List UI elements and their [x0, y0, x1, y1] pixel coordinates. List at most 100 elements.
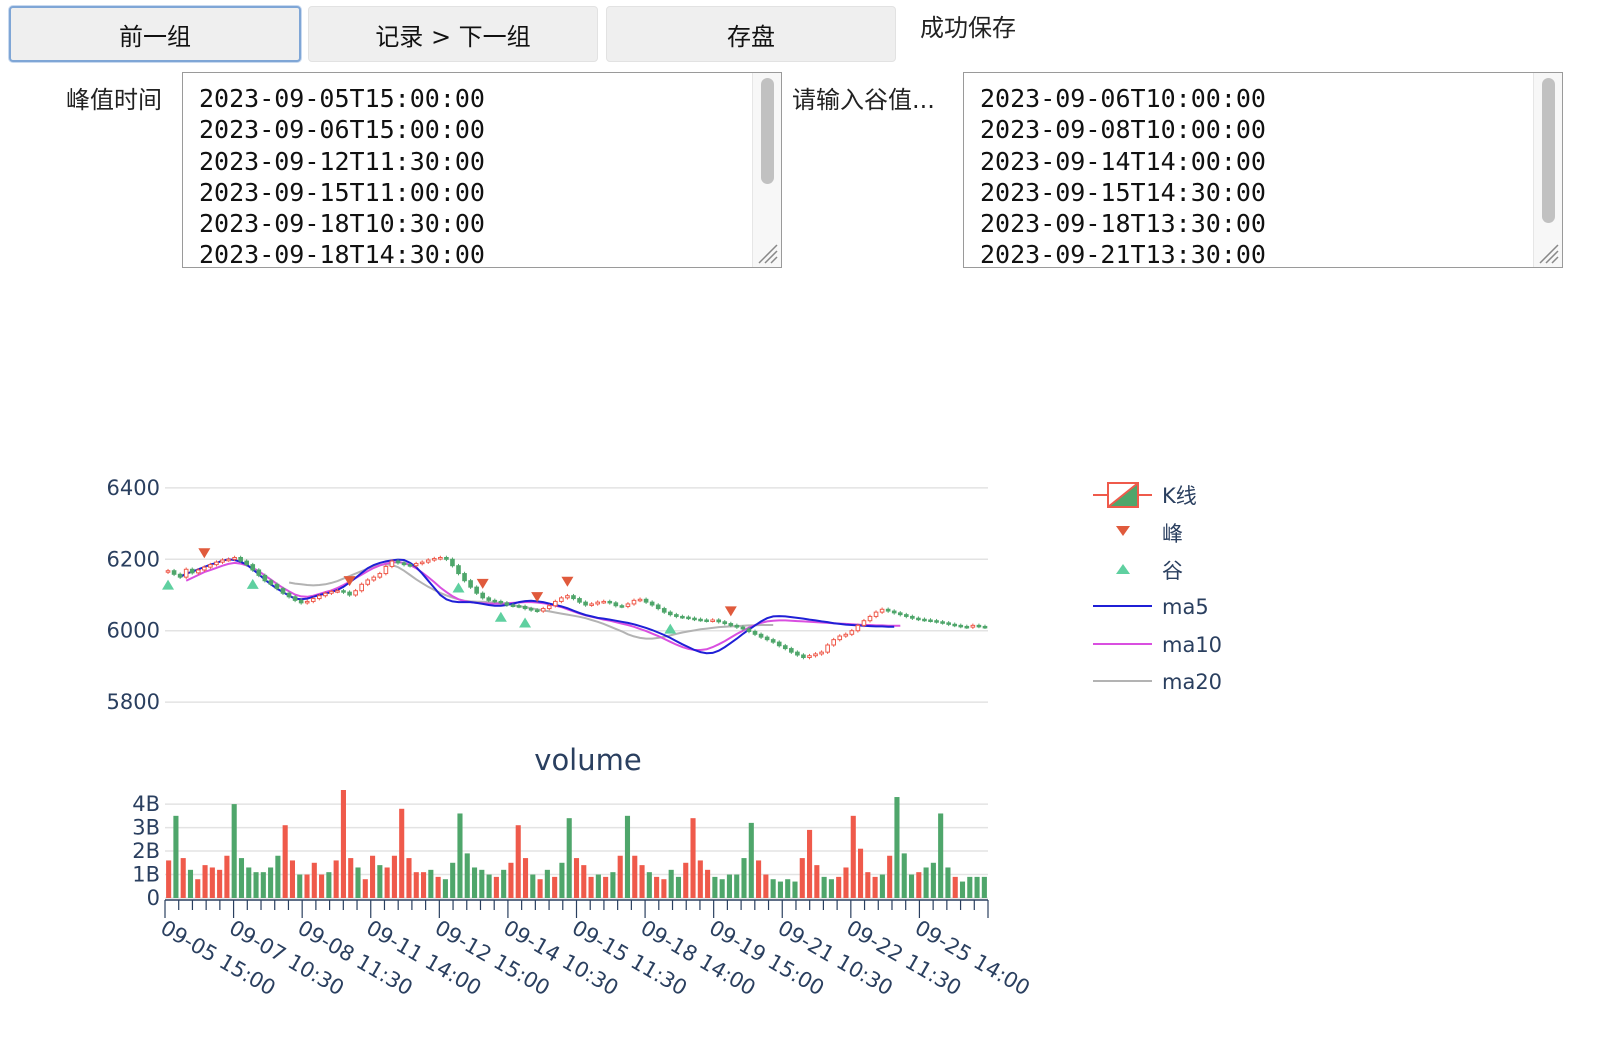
candle-body [262, 574, 268, 582]
candle-body [686, 616, 691, 620]
legend-label: ma20 [1162, 670, 1222, 694]
candle-body [498, 600, 504, 604]
volume-bar [916, 872, 922, 898]
volume-bar [843, 867, 849, 898]
valley-scrollbar-thumb[interactable] [1542, 78, 1555, 223]
volume-bar [756, 860, 762, 898]
volume-bar [617, 855, 623, 898]
candle-body [861, 620, 867, 626]
peak-marker [476, 578, 489, 589]
peak-marker [561, 576, 574, 587]
resize-grip-icon[interactable] [1536, 241, 1560, 265]
volume-bar [632, 855, 638, 898]
candle-body [177, 573, 183, 578]
volume-bar [268, 867, 274, 898]
volume-bar [384, 867, 390, 898]
valley-marker [494, 611, 507, 622]
price-tick-label: 5800 [107, 690, 160, 714]
volume-bar [828, 879, 834, 898]
candle-body [316, 595, 322, 600]
candle-body [661, 608, 667, 613]
candle-body [486, 597, 492, 601]
candle-body [873, 611, 879, 617]
volume-bar [348, 858, 354, 898]
peak-time-line: 2023-09-05T15:00:00 [199, 84, 485, 113]
ma5-line [179, 558, 895, 655]
legend-item-peak[interactable]: 峰 [1116, 522, 1183, 546]
peak-marker [724, 606, 737, 617]
candle-body [722, 621, 728, 625]
volume-bar [675, 876, 682, 898]
candle-body [516, 605, 522, 608]
volume-bar [763, 874, 769, 898]
candle-body [244, 560, 250, 566]
legend-item-ma10[interactable]: ma10 [1093, 633, 1222, 657]
legend-item-kline[interactable]: K线 [1093, 482, 1197, 508]
prev-group-button[interactable]: 前一组 [9, 6, 301, 62]
candle-body [637, 598, 643, 602]
volume-bar [435, 876, 441, 898]
volume-bar [741, 858, 747, 898]
volume-bar [646, 872, 652, 898]
volume-bar [537, 879, 543, 898]
volume-bar [238, 858, 245, 898]
volume-bar [333, 860, 339, 898]
volume-bar [442, 879, 448, 898]
volume-bar [639, 865, 645, 898]
peak-time-textarea[interactable]: 2023-09-05T15:00:00 2023-09-06T15:00:00 … [182, 72, 782, 268]
candle-body [885, 608, 891, 612]
volume-bar [340, 790, 346, 898]
candle-body [553, 600, 558, 607]
candle-body [837, 635, 843, 641]
peak-scrollbar-thumb[interactable] [761, 78, 774, 184]
peak-time-line: 2023-09-06T15:00:00 [199, 115, 485, 145]
volume-bar [493, 876, 499, 898]
candle-body [462, 573, 467, 582]
valley-time-textarea[interactable]: 2023-09-06T10:00:00 2023-09-08T10:00:00 … [963, 72, 1563, 268]
volume-bar [260, 872, 266, 898]
valley-marker [519, 617, 532, 628]
candle-body [189, 568, 195, 574]
volume-bar [515, 825, 521, 898]
volume-bar [777, 881, 783, 898]
volume-bar [981, 876, 987, 898]
record-next-group-button[interactable]: 记录 > 下一组 [308, 6, 598, 62]
candle-body [474, 586, 479, 594]
volume-bar [603, 876, 609, 898]
volume-bar [428, 869, 434, 898]
legend-item-ma20[interactable]: ma20 [1093, 670, 1222, 694]
resize-grip-icon[interactable] [755, 241, 779, 265]
volume-bar [282, 825, 288, 898]
candle-body [667, 611, 673, 616]
volume-bar [355, 867, 361, 898]
candle-body [952, 623, 958, 627]
volume-bar [624, 815, 631, 898]
peak-time-line: 2023-09-12T11:30:00 [199, 146, 485, 176]
candle-body [958, 624, 964, 628]
candle-body [607, 600, 613, 604]
candle-body [879, 608, 885, 613]
volume-tick-label: 3B [132, 816, 160, 840]
volume-bar [399, 808, 405, 898]
volume-bar [370, 855, 376, 898]
candle-body [425, 559, 431, 563]
candle-body [770, 639, 776, 643]
legend-item-ma5[interactable]: ma5 [1093, 595, 1209, 619]
moving-average-lines [179, 558, 901, 655]
peak-scrollbar[interactable] [752, 73, 781, 267]
chart-legend[interactable]: K线 峰 谷 ma5 ma10 ma20 [1093, 482, 1222, 694]
volume-bar [304, 874, 310, 898]
volume-bar [661, 879, 667, 898]
volume-bar [785, 879, 791, 898]
candle-body [286, 592, 292, 598]
valley-scrollbar[interactable] [1533, 73, 1562, 267]
valley-time-line: 2023-09-08T10:00:00 [980, 115, 1266, 145]
candle-body [359, 583, 364, 592]
candle-body [903, 614, 909, 617]
legend-item-valley[interactable]: 谷 [1116, 559, 1183, 583]
candle-body [631, 599, 637, 605]
save-to-disk-button[interactable]: 存盘 [606, 6, 896, 62]
volume-bar [930, 862, 936, 898]
candle-body [982, 625, 988, 629]
